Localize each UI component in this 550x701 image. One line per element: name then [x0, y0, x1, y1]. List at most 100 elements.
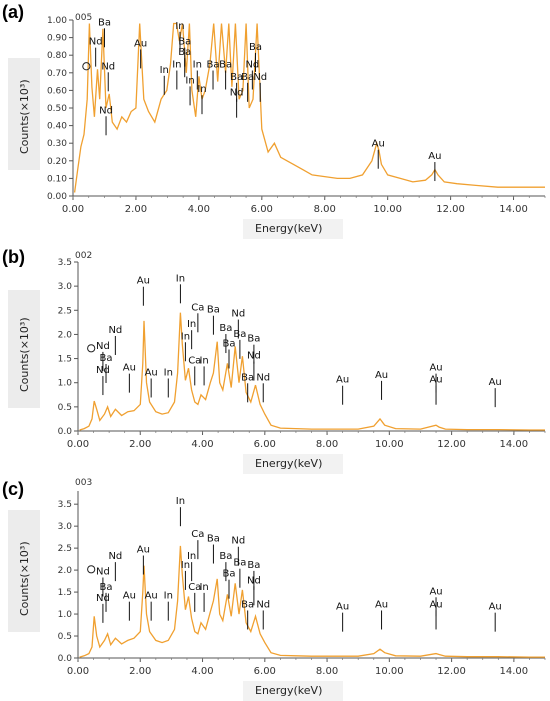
peak-label-au: Au: [375, 599, 388, 610]
y-tick-label: 0.10: [47, 174, 67, 184]
y-tick-label: 0.00: [47, 192, 67, 202]
peak-label-nd: Nd: [256, 599, 270, 610]
peak-label-au: Au: [336, 375, 349, 386]
peak-label-au: Au: [372, 139, 385, 150]
peak-label-in: In: [197, 84, 206, 95]
peak-label-nd: Nd: [231, 536, 245, 547]
panel-c-spectrum-id: 003: [75, 478, 93, 488]
peak-label-ca: Ca: [188, 355, 201, 366]
y-tick-label: 3.0: [58, 522, 73, 532]
peak-label-au: Au: [429, 599, 442, 610]
y-tick-label: 0.30: [47, 139, 67, 149]
y-tick-label: 3.5: [58, 258, 72, 268]
peak-label-ba: Ba: [219, 60, 232, 71]
panel-a-ylabel-box: [8, 58, 40, 170]
peak-label-ba: Ba: [222, 569, 235, 580]
panel-b-plot: 0.0 0.5 1.0 1.5 2.0 2.5 3.0 3.5 0.00 2.00 4.00 6.00…: [58, 258, 546, 450]
peak-label-nd: Nd: [231, 309, 245, 320]
peak-label-nd: Nd: [96, 567, 110, 578]
y-tick-label: 0.70: [47, 69, 67, 79]
x-tick-label: 14.00: [500, 666, 529, 677]
panel-b-ylabel: Counts(×10³): [18, 317, 31, 392]
peak-label-nd: Nd: [108, 325, 122, 336]
x-tick-label: 2.00: [125, 204, 147, 215]
peak-label-ca: Ca: [191, 302, 204, 313]
peak-label-nd: Nd: [253, 72, 267, 83]
peak-label-ba: Ba: [98, 17, 111, 28]
peak-label-au: Au: [429, 363, 442, 374]
y-tick-label: 1.5: [58, 588, 72, 598]
peak-label-ba: Ba: [207, 305, 220, 316]
panel-a-xlabel-box: [243, 219, 343, 239]
peak-label-circle-O: [87, 344, 96, 353]
y-tick-label: 0.0: [58, 654, 73, 664]
peak-label-ba: Ba: [233, 329, 246, 340]
peak-label-ba: Ba: [207, 60, 220, 71]
peak-label-ba: Ba: [249, 42, 262, 53]
peak-label-ba: Ba: [233, 558, 246, 569]
x-tick-label: 8.00: [314, 204, 336, 215]
y-tick-label: 0.20: [47, 157, 67, 167]
x-tick-label: 0.00: [62, 204, 84, 215]
panel-b-spectrum-id: 002: [75, 251, 93, 261]
x-tick-label: 6.00: [254, 439, 276, 450]
panel-b-xlabel-box: [243, 454, 343, 474]
peak-label-nd: Nd: [256, 372, 270, 383]
x-tick-label: 8.00: [316, 666, 338, 677]
x-tick-label: 10.00: [375, 439, 404, 450]
y-tick-label: 3.5: [58, 500, 72, 510]
peak-label-in: In: [187, 551, 196, 562]
peak-label-in: In: [181, 331, 190, 342]
x-tick-label: 4.00: [191, 439, 213, 450]
peak-label-nd: Nd: [96, 341, 110, 352]
x-tick-label: 6.00: [251, 204, 273, 215]
y-tick-label: 1.0: [58, 610, 73, 620]
x-tick-label: 2.00: [129, 439, 151, 450]
y-tick-label: 0.80: [47, 51, 67, 61]
x-tick-label: 4.00: [191, 666, 213, 677]
peak-label-au: Au: [375, 370, 388, 381]
panel-c-ylabel: Counts(×10³): [18, 541, 31, 616]
panel-a-ylabel: Counts(×10³): [18, 79, 31, 154]
peak-label-in: In: [176, 273, 185, 284]
y-tick-label: 0.50: [47, 104, 67, 114]
peak-label-nd: Nd: [247, 351, 261, 362]
spectrum-line: [73, 22, 545, 193]
peak-label-au: Au: [336, 602, 349, 613]
peak-label-nd: Nd: [230, 88, 244, 99]
peak-label-ba: Ba: [219, 323, 232, 334]
x-tick-label: 12.00: [436, 204, 465, 215]
peak-label-nd: Nd: [99, 105, 113, 116]
peak-label-au: Au: [123, 363, 136, 374]
peak-label-au: Au: [145, 367, 158, 378]
peak-label-ba: Ba: [207, 534, 220, 545]
peak-label-in: In: [160, 65, 169, 76]
peak-label-ca: Ca: [188, 582, 201, 593]
peak-label-ba: Ba: [241, 72, 254, 83]
peak-label-ba: Ba: [230, 72, 243, 83]
peak-label-ba: Ba: [178, 47, 191, 58]
peak-label-in: In: [172, 60, 181, 71]
peak-label-ba: Ba: [241, 599, 254, 610]
peak-label-nd: Nd: [96, 593, 110, 604]
peak-label-ba: Ba: [241, 372, 254, 383]
y-tick-label: 3.0: [58, 282, 73, 292]
peak-label-ba: Ba: [100, 582, 113, 593]
panel-c-letter: (c): [2, 479, 24, 499]
panel-b-xlabel: Energy(keV): [255, 457, 323, 470]
peak-label-au: Au: [428, 151, 441, 162]
peak-label-ba: Ba: [100, 353, 113, 364]
y-tick-label: 1.0: [58, 379, 73, 389]
spectrum-line: [79, 545, 545, 658]
peak-label-in: In: [193, 60, 202, 71]
panel-a-xlabel: Energy(keV): [255, 222, 323, 235]
y-tick-label: 1.00: [47, 16, 67, 26]
y-tick-label: 2.5: [58, 306, 72, 316]
x-tick-label: 12.00: [437, 666, 466, 677]
peak-label-in: In: [164, 367, 173, 378]
y-tick-label: 0.90: [47, 34, 67, 44]
y-tick-label: 0.5: [58, 632, 72, 642]
y-tick-label: 0.60: [47, 86, 67, 96]
peak-label-nd: Nd: [108, 551, 122, 562]
